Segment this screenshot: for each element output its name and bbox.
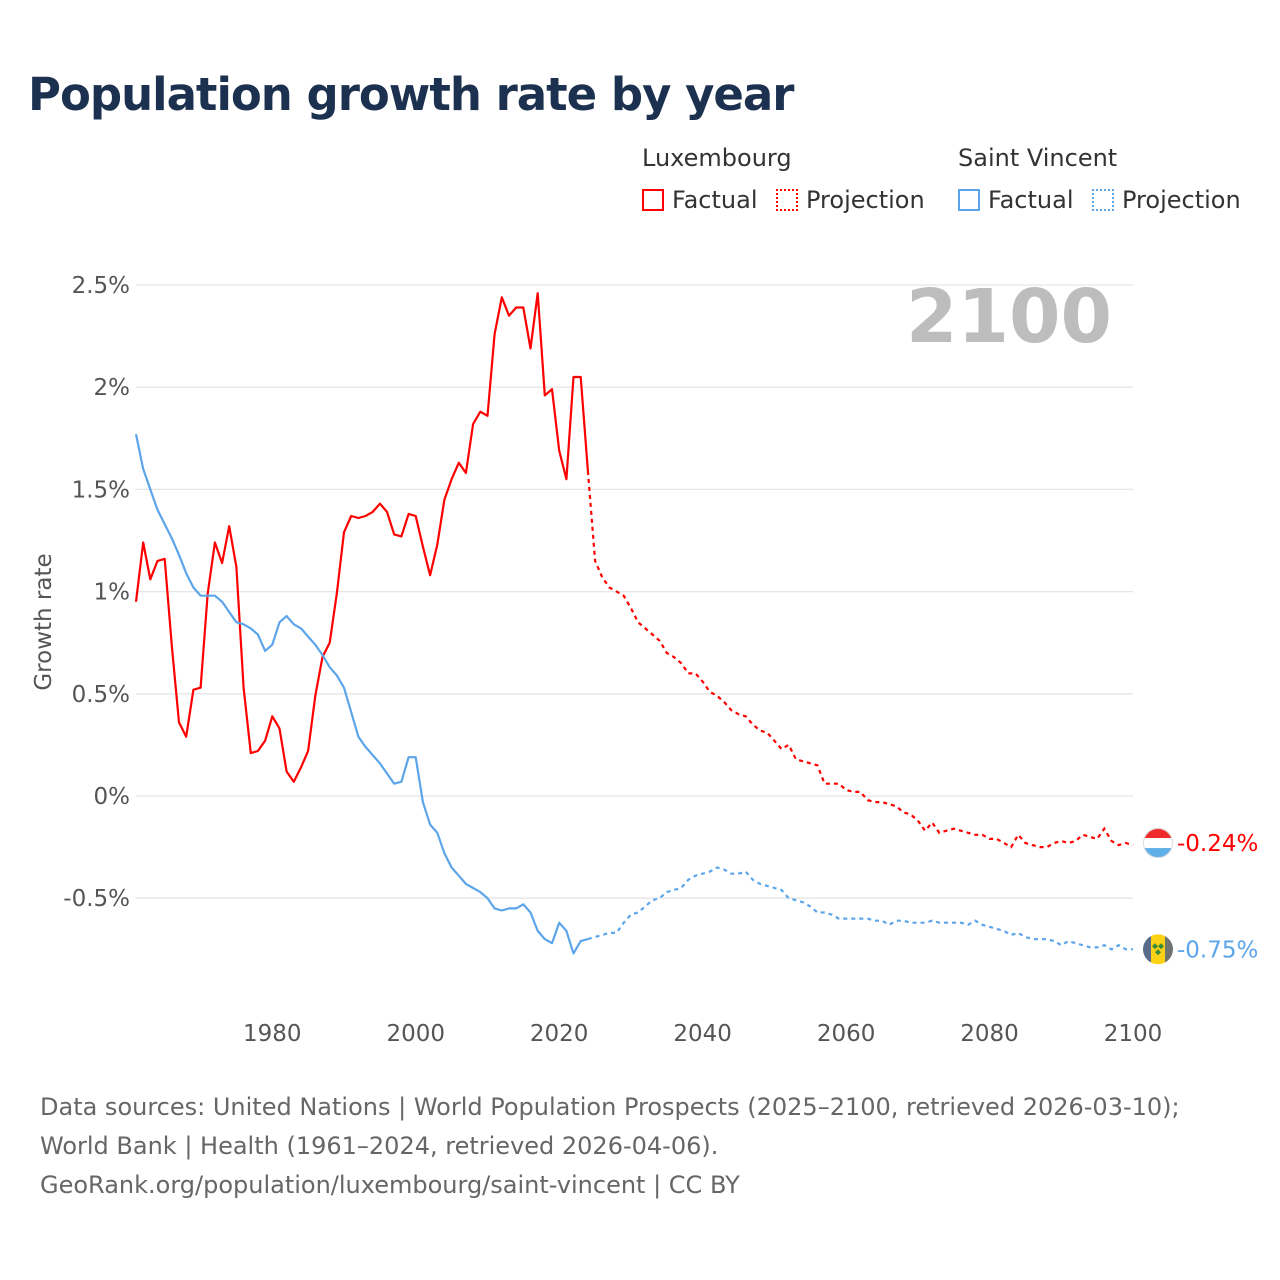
x-tick-label: 2100 [1104, 1021, 1163, 1047]
x-tick-label: 2000 [386, 1021, 445, 1047]
saint-vincent-factual-line [134, 433, 589, 955]
flag-body [1143, 934, 1173, 965]
legend-saint-vincent-projection[interactable]: Projection [1092, 186, 1241, 214]
flag-stripe-red [1143, 828, 1173, 839]
current-year-label: 2100 [906, 274, 1112, 360]
source-link[interactable]: GeoRank.org/population/luxembourg/saint-… [40, 1171, 740, 1199]
legend-label: Projection [1122, 186, 1241, 214]
luxembourg-factual-line [134, 292, 589, 783]
legend-swatch-dotted [1092, 189, 1114, 211]
x-tick-label: 2040 [673, 1021, 732, 1047]
y-tick-label: 0% [94, 784, 131, 810]
flag-diamond [1158, 943, 1164, 950]
flag-stripe-white [1143, 838, 1173, 849]
flag-diamond [1152, 943, 1158, 950]
luxembourg-projection-line [586, 470, 1134, 849]
footer: Data sources: United Nations | World Pop… [40, 1088, 1240, 1205]
y-tick-label: 2.5% [72, 273, 130, 299]
luxembourg-end-label: -0.24% [1177, 831, 1258, 857]
y-tick-label: 1.5% [72, 477, 130, 503]
y-tick-label: 1% [94, 580, 131, 606]
x-tick-label: 1980 [243, 1021, 302, 1047]
y-tick-label: -0.5% [63, 886, 130, 912]
y-tick-label: 0.5% [72, 682, 130, 708]
legend-label: Factual [672, 186, 758, 214]
flag-stripe-green [1165, 934, 1173, 965]
flag-body [1143, 828, 1173, 859]
flag-stripe-blue [1143, 848, 1173, 859]
legend-swatch-dotted [776, 189, 798, 211]
x-tick-label: 2020 [530, 1021, 589, 1047]
flag-diamond [1155, 949, 1161, 956]
luxembourg-flag-icon [1143, 828, 1173, 859]
y-tick-label: 2% [94, 375, 131, 401]
x-tick-label: 2060 [817, 1021, 876, 1047]
saint-vincent-end-label: -0.75% [1177, 937, 1258, 963]
x-tick-label: 2080 [960, 1021, 1019, 1047]
legend-group-luxembourg: Luxembourg [642, 144, 792, 172]
legend-swatch-solid [642, 189, 664, 211]
flag-outline [1143, 828, 1173, 859]
flag-stripe-blue [1143, 934, 1151, 965]
legend-group-saint-vincent: Saint Vincent [958, 144, 1118, 172]
y-axis-title: Growth rate [31, 553, 57, 690]
data-sources: Data sources: United Nations | World Pop… [40, 1093, 1180, 1160]
chart-plot: 2.5% 2% 1.5% 1% 0.5% 0% -0.5% 1980 2000 2020 2040 2… [31, 273, 1258, 1047]
legend-swatch-solid [958, 189, 980, 211]
legend-luxembourg-projection[interactable]: Projection [776, 186, 925, 214]
legend-label: Projection [806, 186, 925, 214]
chart-title: Population growth rate by year [28, 68, 794, 121]
saint-vincent-flag-icon [1143, 934, 1173, 965]
saint-vincent-projection-line [587, 866, 1133, 951]
legend-saint-vincent-factual[interactable]: Factual [958, 186, 1074, 214]
legend-label: Factual [988, 186, 1074, 214]
legend-luxembourg-factual[interactable]: Factual [642, 186, 758, 214]
